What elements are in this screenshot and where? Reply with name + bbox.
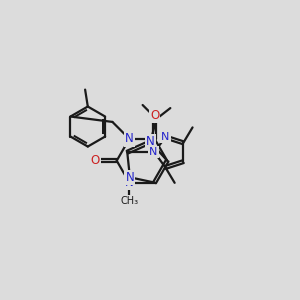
Text: O: O: [91, 154, 100, 167]
Text: CH₃: CH₃: [120, 196, 138, 206]
Text: N: N: [125, 176, 134, 189]
Text: O: O: [150, 109, 159, 122]
Text: N: N: [149, 147, 158, 157]
Text: N: N: [161, 132, 170, 142]
Text: N: N: [146, 135, 155, 148]
Text: N: N: [125, 132, 134, 145]
Text: N: N: [125, 171, 134, 184]
